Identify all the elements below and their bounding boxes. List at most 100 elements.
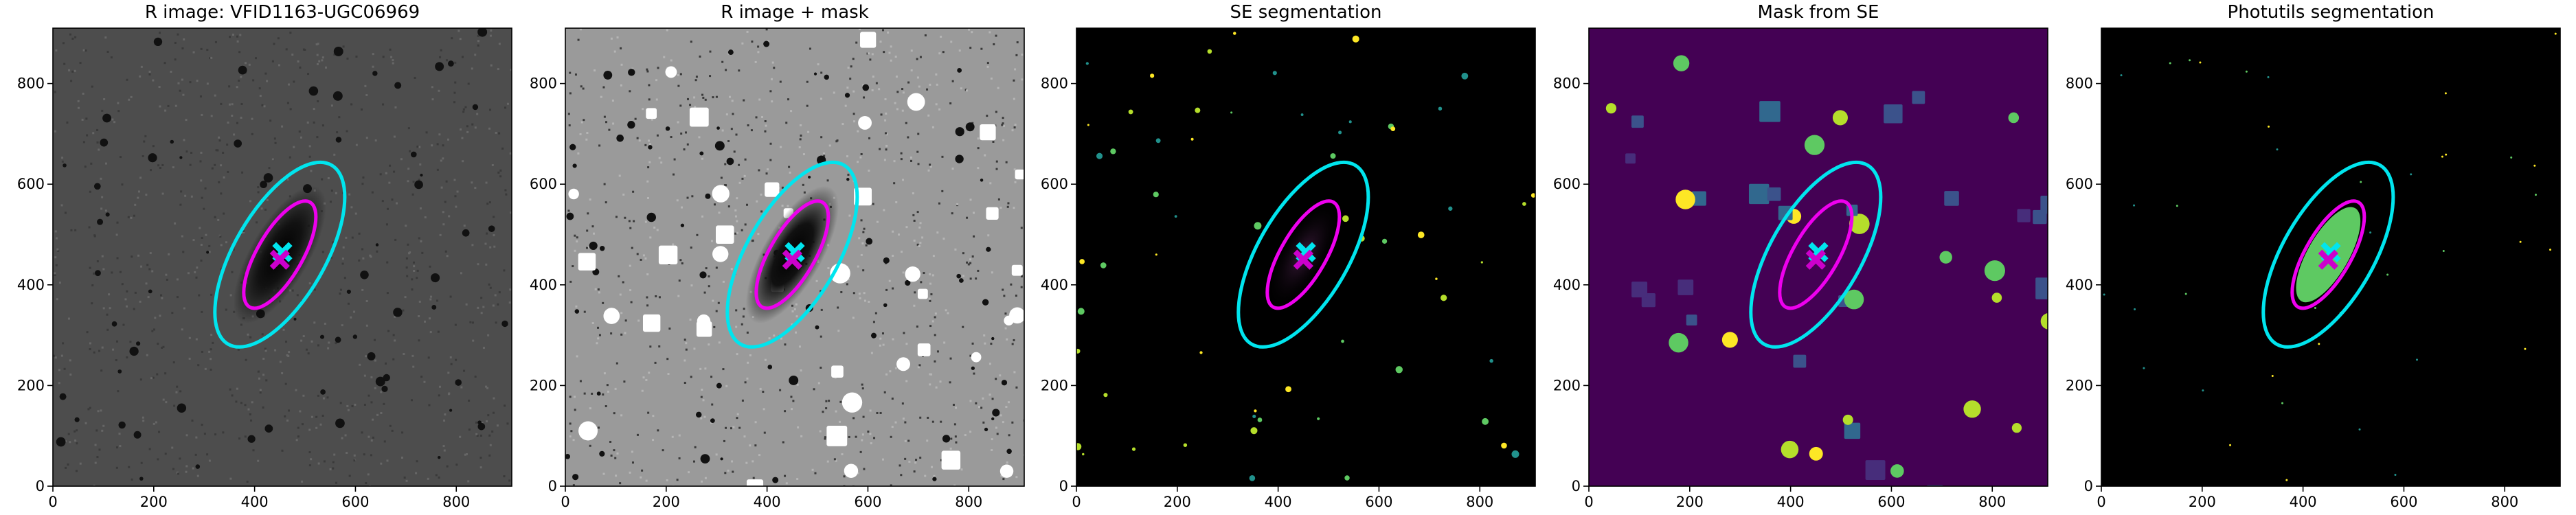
noise bbox=[447, 371, 450, 374]
noise bbox=[179, 89, 181, 92]
noise bbox=[576, 236, 578, 239]
noise bbox=[567, 113, 570, 115]
noise bbox=[359, 363, 361, 366]
mask-region bbox=[1721, 332, 1738, 348]
noise bbox=[508, 479, 511, 482]
noise bbox=[246, 481, 249, 483]
noise bbox=[438, 385, 441, 388]
segment bbox=[1448, 206, 1453, 211]
noise bbox=[1021, 54, 1024, 56]
star bbox=[716, 126, 720, 130]
star bbox=[375, 243, 379, 247]
noise bbox=[431, 144, 433, 147]
noise bbox=[288, 351, 291, 354]
noise bbox=[708, 343, 710, 346]
noise bbox=[768, 337, 771, 340]
noise bbox=[583, 119, 585, 122]
star bbox=[813, 72, 817, 76]
noise bbox=[576, 240, 578, 243]
noise bbox=[619, 293, 622, 296]
noise bbox=[196, 474, 199, 477]
noise bbox=[904, 439, 907, 442]
noise bbox=[969, 277, 972, 280]
noise bbox=[55, 237, 58, 240]
noise bbox=[131, 255, 133, 258]
noise bbox=[389, 424, 392, 427]
noise bbox=[295, 389, 297, 391]
noise bbox=[261, 104, 264, 106]
noise bbox=[614, 457, 617, 459]
noise bbox=[975, 277, 978, 280]
noise bbox=[370, 255, 372, 258]
segment bbox=[1190, 137, 1194, 141]
noise bbox=[883, 159, 886, 161]
star bbox=[462, 229, 470, 237]
noise bbox=[286, 178, 289, 181]
noise bbox=[589, 444, 591, 447]
y-tick-label: 800 bbox=[530, 76, 557, 92]
noise bbox=[929, 83, 931, 86]
noise bbox=[285, 48, 288, 51]
y-tick-label: 800 bbox=[1041, 76, 1068, 92]
noise bbox=[192, 51, 195, 54]
noise bbox=[54, 230, 57, 233]
noise bbox=[100, 177, 102, 180]
noise bbox=[902, 91, 905, 94]
noise bbox=[363, 374, 366, 377]
noise bbox=[620, 47, 622, 49]
segment bbox=[2103, 293, 2105, 296]
noise bbox=[589, 198, 591, 201]
noise bbox=[96, 260, 99, 263]
noise bbox=[115, 359, 117, 362]
noise bbox=[764, 358, 767, 361]
noise bbox=[412, 365, 415, 368]
noise bbox=[677, 84, 680, 87]
noise bbox=[857, 265, 859, 268]
noise bbox=[365, 482, 368, 485]
noise bbox=[926, 439, 929, 442]
noise bbox=[637, 319, 640, 322]
noise bbox=[56, 298, 58, 301]
noise bbox=[307, 352, 310, 355]
noise bbox=[256, 221, 258, 224]
noise bbox=[986, 62, 989, 65]
noise bbox=[174, 58, 177, 61]
noise bbox=[190, 152, 193, 154]
noise bbox=[788, 165, 791, 168]
noise bbox=[185, 434, 188, 437]
noise bbox=[480, 312, 483, 314]
noise bbox=[713, 325, 716, 328]
noise bbox=[347, 302, 350, 305]
noise bbox=[89, 190, 91, 193]
noise bbox=[1014, 181, 1017, 183]
noise bbox=[846, 87, 849, 89]
noise bbox=[663, 56, 666, 58]
noise bbox=[806, 104, 809, 107]
segment bbox=[1183, 443, 1188, 447]
axes-frame bbox=[1588, 27, 2048, 487]
noise bbox=[370, 401, 373, 404]
noise bbox=[238, 51, 241, 54]
noise bbox=[855, 435, 857, 438]
star bbox=[984, 427, 988, 432]
star bbox=[488, 225, 495, 232]
noise bbox=[1001, 124, 1004, 126]
noise bbox=[181, 235, 183, 238]
noise bbox=[574, 409, 576, 411]
noise bbox=[858, 237, 861, 240]
noise bbox=[915, 459, 918, 461]
segment bbox=[2120, 74, 2123, 77]
center-marker bbox=[269, 249, 290, 270]
noise bbox=[597, 288, 600, 290]
panel-title: SE segmentation bbox=[1230, 2, 1382, 23]
star bbox=[375, 376, 385, 387]
noise bbox=[405, 266, 408, 269]
noise bbox=[439, 56, 442, 58]
noise bbox=[333, 53, 336, 56]
noise bbox=[476, 113, 479, 115]
noise bbox=[820, 71, 823, 74]
noise bbox=[65, 466, 67, 469]
noise bbox=[730, 128, 733, 130]
noise bbox=[902, 417, 905, 420]
noise bbox=[676, 479, 679, 481]
